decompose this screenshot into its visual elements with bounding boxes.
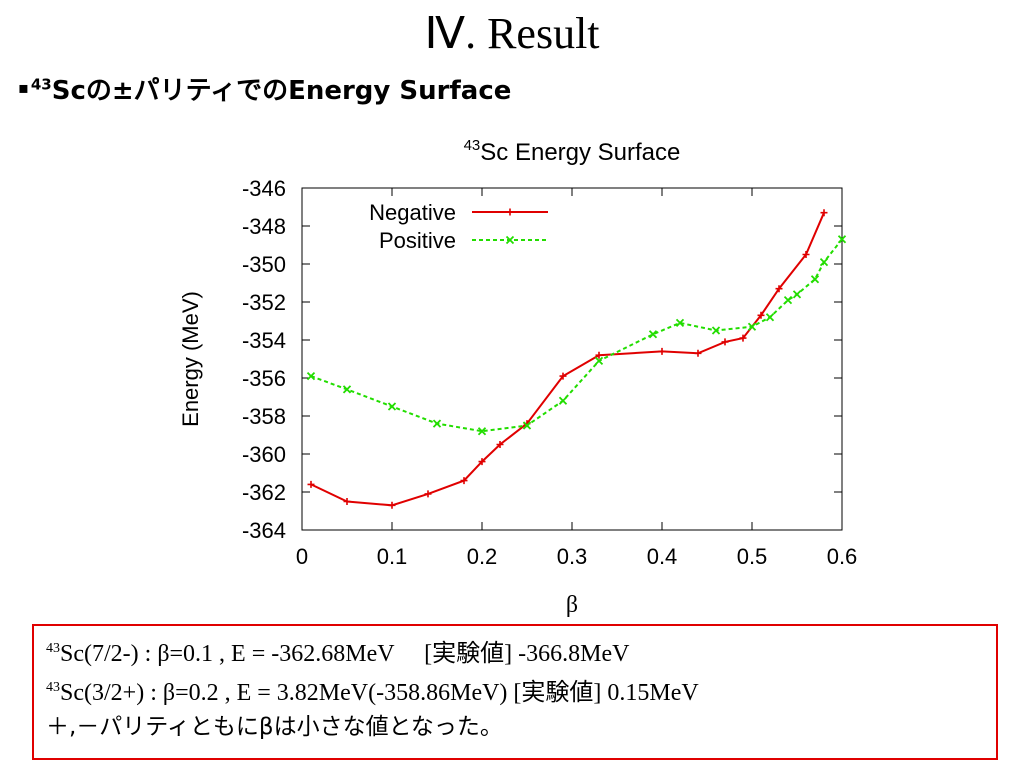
data-point-negative bbox=[658, 347, 666, 355]
section-heading: ▪ 43Scの±パリティでのEnergy Surface bbox=[18, 70, 511, 107]
section-heading-text: Scの±パリティでのEnergy Surface bbox=[51, 76, 512, 106]
y-tick-label: -348 bbox=[242, 214, 286, 239]
data-point-positive bbox=[783, 295, 793, 305]
x-tick-label: 0.6 bbox=[827, 544, 858, 569]
result-line-negative: 43Sc(7/2-) : β=0.1 , E = -362.68MeV [実験値… bbox=[46, 632, 986, 671]
y-tick-label: -346 bbox=[242, 176, 286, 201]
data-point-negative bbox=[739, 334, 747, 342]
y-tick-label: -362 bbox=[242, 480, 286, 505]
energy-surface-chart: 43Sc Energy Surface Negative Positive 0 0.… bbox=[178, 137, 858, 618]
y-tick-label: -364 bbox=[242, 518, 286, 543]
slide-title: Ⅳ. Result bbox=[424, 9, 600, 58]
y-tick-label: -352 bbox=[242, 290, 286, 315]
data-point-positive bbox=[648, 330, 658, 339]
data-point-positive bbox=[765, 313, 775, 322]
x-tick-label: 0.2 bbox=[467, 544, 498, 569]
data-point-negative bbox=[721, 338, 729, 346]
legend-marker-positive bbox=[505, 235, 515, 245]
result-line-sup: 43 bbox=[46, 641, 60, 656]
data-point-negative bbox=[478, 458, 486, 466]
result-conclusion: ＋,－パリティともにβは小さな値となった。 bbox=[46, 714, 503, 740]
y-tick-label: -360 bbox=[242, 442, 286, 467]
data-point-positive bbox=[819, 257, 829, 267]
data-point-positive bbox=[477, 427, 487, 436]
data-point-positive bbox=[837, 235, 847, 244]
data-point-positive bbox=[747, 322, 757, 331]
series-line-positive bbox=[310, 238, 843, 433]
x-tick-label: 0.5 bbox=[737, 544, 768, 569]
legend-marker-negative bbox=[506, 208, 514, 216]
result-line-sup: 43 bbox=[46, 680, 60, 695]
legend-label-positive: Positive bbox=[379, 228, 456, 253]
data-point-positive bbox=[594, 356, 604, 366]
data-point-negative bbox=[460, 477, 468, 485]
result-line-text: Sc(3/2+) : β=0.2 , E = 3.82MeV(-358.86Me… bbox=[60, 680, 699, 706]
data-point-negative bbox=[307, 480, 315, 488]
data-point-negative bbox=[757, 311, 765, 319]
data-point-positive bbox=[810, 275, 820, 284]
bullet-mark: ▪ bbox=[18, 78, 29, 97]
y-axis-label: Energy (MeV) bbox=[178, 291, 203, 427]
data-point-negative bbox=[775, 285, 783, 293]
result-line-positive: 43Sc(3/2+) : β=0.2 , E = 3.82MeV(-358.86… bbox=[46, 671, 986, 710]
y-tick-label: -354 bbox=[242, 328, 286, 353]
data-point-positive bbox=[522, 421, 532, 430]
y-tick-label: -356 bbox=[242, 366, 286, 391]
legend-label-negative: Negative bbox=[369, 200, 456, 225]
data-point-positive bbox=[792, 290, 802, 299]
data-point-negative bbox=[694, 349, 702, 357]
data-point-positive bbox=[387, 402, 397, 411]
data-point-negative bbox=[343, 498, 351, 505]
y-tick-label: -350 bbox=[242, 252, 286, 277]
data-point-negative bbox=[820, 209, 828, 217]
series-line-negative bbox=[310, 212, 825, 507]
chart-title-text: Sc Energy Surface bbox=[480, 139, 680, 166]
x-tick-label: 0.1 bbox=[377, 544, 408, 569]
data-point-positive bbox=[306, 371, 316, 381]
x-tick-label: 0.3 bbox=[557, 544, 588, 569]
x-tick-label: 0 bbox=[296, 544, 308, 569]
data-point-negative bbox=[559, 372, 567, 380]
x-axis-label: β bbox=[566, 592, 578, 618]
result-line-text: Sc(7/2-) : β=0.1 , E = -362.68MeV [実験値] … bbox=[60, 641, 630, 667]
data-point-positive bbox=[432, 419, 442, 428]
data-point-positive bbox=[711, 326, 721, 335]
data-point-negative bbox=[496, 441, 504, 448]
data-point-negative bbox=[424, 490, 432, 498]
data-point-positive bbox=[675, 318, 685, 328]
y-tick-label: -358 bbox=[242, 404, 286, 429]
data-point-negative bbox=[802, 251, 810, 258]
data-point-positive bbox=[558, 396, 568, 405]
data-point-negative bbox=[595, 351, 603, 359]
data-point-negative bbox=[388, 501, 396, 509]
data-point-positive bbox=[342, 385, 352, 394]
chart-title-sup: 43 bbox=[464, 137, 481, 154]
isotope-mass-number: 43 bbox=[30, 75, 52, 94]
chart-title: 43Sc Energy Surface bbox=[464, 137, 681, 166]
x-tick-label: 0.4 bbox=[647, 544, 678, 569]
result-box: 43Sc(7/2-) : β=0.1 , E = -362.68MeV [実験値… bbox=[32, 624, 998, 760]
